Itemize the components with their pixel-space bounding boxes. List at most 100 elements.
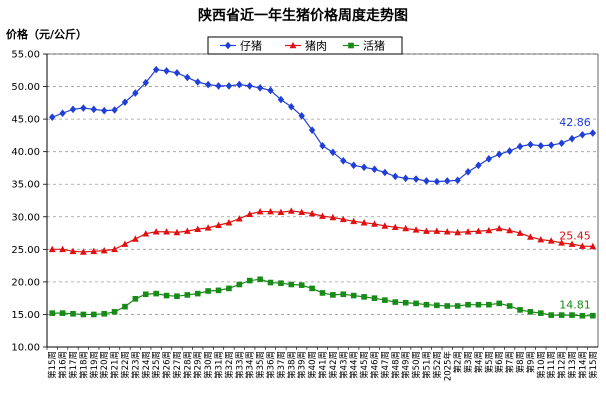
- data-point: [423, 227, 430, 234]
- data-point: [49, 310, 55, 316]
- data-point: [226, 285, 232, 292]
- data-point: [454, 228, 462, 236]
- x-tick-label: 第15周: [588, 351, 599, 379]
- data-point: [173, 69, 181, 77]
- x-tick-label: 第36周: [266, 351, 277, 379]
- y-tick-label: 55.00: [11, 50, 40, 61]
- data-point: [236, 80, 243, 89]
- data-point: [475, 301, 482, 308]
- data-point: [495, 224, 503, 232]
- data-point: [517, 307, 523, 313]
- data-point: [142, 230, 150, 237]
- data-point: [381, 168, 389, 177]
- x-tick-label: 第37周: [276, 351, 287, 379]
- grid-lines: [47, 53, 598, 315]
- data-point: [538, 310, 544, 316]
- data-point: [423, 177, 430, 185]
- y-tick-label: 15.00: [11, 310, 40, 321]
- data-point: [246, 277, 253, 284]
- data-point: [153, 290, 159, 297]
- y-tick-label: 20.00: [11, 277, 40, 288]
- data-point: [485, 226, 493, 234]
- data-point: [59, 109, 66, 118]
- data-point: [319, 212, 326, 219]
- x-tick-label: 第34周: [245, 351, 256, 379]
- data-point: [339, 215, 347, 223]
- data-point: [132, 296, 139, 302]
- axes: 10.00 15.00 20.00 25.00 30.00 35.00 40.00 45.00…: [11, 50, 598, 382]
- x-tick-label: 第5周: [484, 351, 495, 373]
- x-tick-label: 第13周: [567, 351, 578, 379]
- data-point: [392, 299, 399, 305]
- data-point: [350, 161, 357, 170]
- data-point: [163, 67, 170, 75]
- chart-title: 陕西省近一年生猪价格周度走势图: [198, 7, 408, 24]
- data-point: [527, 140, 534, 149]
- data-point: [246, 210, 254, 217]
- data-point: [329, 148, 337, 157]
- data-point: [90, 247, 98, 255]
- data-point: [537, 142, 545, 150]
- x-tick-label: 2025年: [442, 351, 453, 382]
- x-tick-label: 第47周: [380, 351, 391, 379]
- legend-box: [207, 36, 403, 55]
- data-point: [319, 290, 326, 296]
- series-3: 14.81: [49, 276, 596, 319]
- data-point: [589, 242, 597, 250]
- data-point: [434, 302, 440, 309]
- data-point: [267, 279, 274, 286]
- data-point: [360, 163, 368, 172]
- data-point: [340, 291, 347, 298]
- data-point: [288, 102, 295, 111]
- data-point: [215, 82, 222, 90]
- x-tick-label: 第10周: [536, 351, 547, 379]
- x-tick-label: 第43周: [338, 351, 349, 379]
- data-point: [100, 247, 108, 254]
- data-point: [527, 233, 534, 240]
- x-tick-label: 第11周: [546, 351, 557, 379]
- data-point: [330, 292, 336, 298]
- data-point: [174, 293, 180, 300]
- data-point: [329, 213, 337, 221]
- data-point: [69, 105, 77, 114]
- data-point: [443, 228, 451, 235]
- data-point: [350, 217, 358, 225]
- y-tick-label: 50.00: [11, 82, 40, 93]
- legend: 仔猪 猪肉 活猪: [207, 36, 403, 55]
- data-point: [100, 106, 108, 115]
- data-point: [215, 221, 222, 229]
- x-tick-label: 第39周: [297, 351, 308, 379]
- data-point: [267, 207, 274, 215]
- x-tick-label: 第44周: [349, 351, 360, 379]
- data-point: [433, 227, 441, 234]
- x-tick-label: 第22周: [120, 351, 131, 379]
- x-tick-label: 第15周: [47, 351, 58, 379]
- data-point: [163, 292, 170, 299]
- data-point: [48, 113, 56, 121]
- legend-item: 活猪: [343, 40, 385, 53]
- legend-label: 猪肉: [305, 40, 327, 53]
- data-point: [579, 130, 586, 139]
- data-point: [132, 89, 139, 97]
- legend-item: 猪肉: [285, 40, 327, 53]
- data-point: [236, 281, 243, 288]
- data-point: [48, 245, 56, 253]
- data-point: [70, 310, 76, 317]
- x-tick-label: 第50周: [411, 351, 422, 379]
- data-point: [516, 142, 524, 151]
- series-group: 42.86 25.45 14.81: [48, 65, 597, 319]
- data-point: [80, 311, 87, 318]
- y-tick-label: 25.00: [11, 245, 40, 256]
- legend-marker: [289, 41, 297, 49]
- x-tick-label: 第20周: [99, 351, 110, 379]
- data-point: [225, 219, 233, 226]
- data-point: [287, 207, 295, 214]
- x-tick-label: 第46周: [369, 351, 380, 379]
- x-tick-label: 第25周: [151, 351, 162, 379]
- data-point: [568, 240, 576, 247]
- data-point: [277, 208, 285, 216]
- x-tick-label: 第33周: [234, 351, 245, 379]
- data-point: [319, 142, 326, 150]
- data-point: [423, 301, 430, 308]
